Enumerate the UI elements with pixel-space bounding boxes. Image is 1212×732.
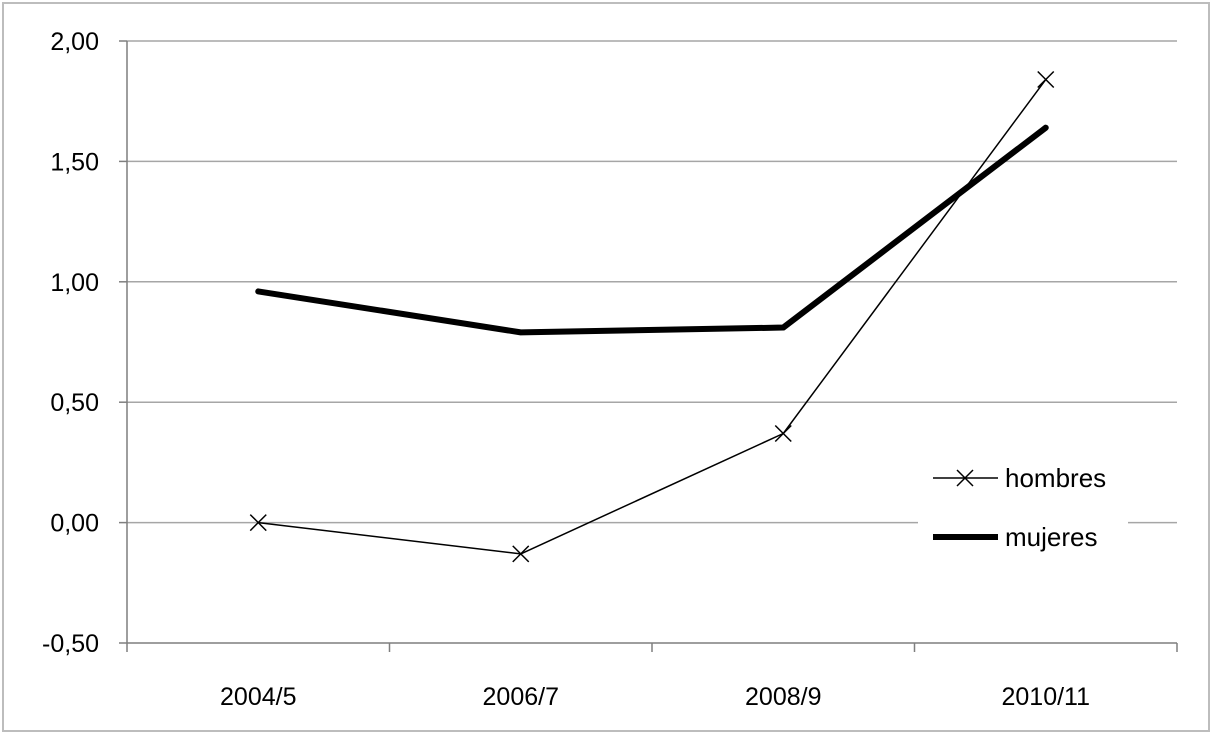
data-point-hombres	[512, 545, 530, 563]
legend: hombres mujeres	[918, 448, 1128, 578]
x-tick-labels: 2004/5 2006/7 2008/9 2010/11	[220, 683, 1090, 711]
y-tick-label: 2,00	[50, 28, 99, 56]
data-point-hombres	[774, 424, 792, 443]
axes	[119, 40, 1178, 652]
legend-label-mujeres: mujeres	[1005, 522, 1097, 552]
x-tick-label: 2006/7	[483, 683, 559, 711]
legend-label-hombres: hombres	[1005, 463, 1106, 493]
y-tick-label: 0,50	[50, 389, 99, 417]
series-line-mujeres	[255, 124, 1049, 336]
data-point-hombres	[249, 514, 267, 532]
y-tick-label: 1,50	[50, 148, 99, 176]
x-tick-label: 2010/11	[1001, 683, 1090, 711]
series-lines	[249, 70, 1055, 563]
y-tick-label: -0,50	[42, 630, 99, 658]
y-tick-label: 1,00	[50, 269, 99, 297]
legend-marker-hombres	[956, 469, 974, 487]
y-tick-label: 0,00	[50, 510, 99, 538]
x-tick-label: 2004/5	[220, 683, 296, 711]
series-line-hombres	[257, 78, 1047, 555]
x-tick-label: 2008/9	[745, 683, 821, 711]
y-tick-labels: -0,50 0,00 0,50 1,00 1,50 2,00	[42, 28, 99, 658]
legend-background	[918, 448, 1128, 578]
data-point-hombres	[1037, 70, 1055, 89]
